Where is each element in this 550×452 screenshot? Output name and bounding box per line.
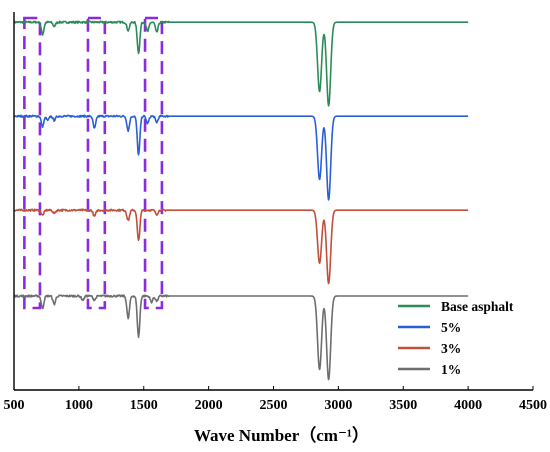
series-line-4 bbox=[13, 294, 469, 381]
x-axis-title: Wave Number（cm⁻¹） bbox=[194, 425, 369, 445]
highlight-box bbox=[143, 16, 164, 310]
series-line-3 bbox=[13, 208, 469, 285]
legend: Base asphalt 5% 3% 1% bbox=[398, 299, 514, 377]
legend-label: Base asphalt bbox=[441, 299, 514, 314]
x-tick-label: 1000 bbox=[65, 398, 93, 413]
highlight-box bbox=[23, 16, 42, 310]
x-tick-label: 3000 bbox=[324, 398, 352, 413]
series-line-1 bbox=[13, 20, 469, 107]
legend-label: 3% bbox=[441, 341, 461, 356]
highlight-box bbox=[86, 16, 107, 310]
legend-label: 5% bbox=[441, 320, 461, 335]
series-line-2 bbox=[13, 114, 469, 201]
x-tick-label: 500 bbox=[4, 398, 25, 413]
x-tick-label: 4000 bbox=[454, 398, 482, 413]
x-tick-label: 1500 bbox=[130, 398, 158, 413]
x-tick-label: 2500 bbox=[260, 398, 288, 413]
x-tick-label: 2000 bbox=[195, 398, 223, 413]
x-tick-label: 4500 bbox=[519, 398, 547, 413]
series-lines bbox=[13, 20, 469, 381]
legend-label: 1% bbox=[441, 362, 461, 377]
x-tick-label: 3500 bbox=[389, 398, 417, 413]
x-ticks: 500 1000 1500 2000 2500 3000 3500 4000 4500 bbox=[4, 386, 547, 413]
highlight-boxes bbox=[23, 16, 164, 310]
